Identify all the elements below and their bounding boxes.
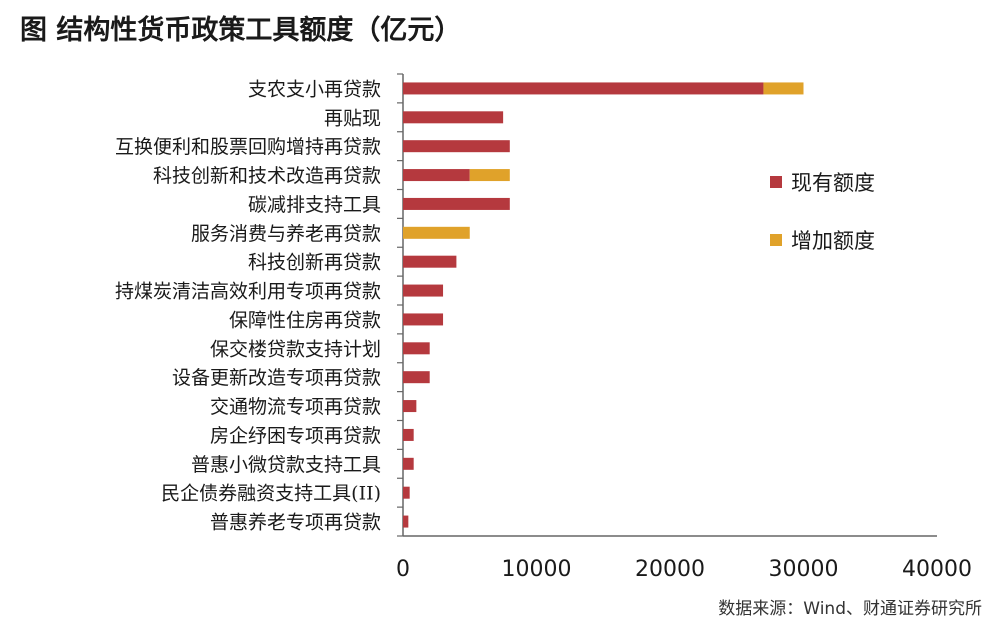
x-axis-tick-labels: 0 10000 20000 30000 40000	[396, 557, 972, 582]
category-label: 保交楼贷款支持计划	[210, 338, 381, 360]
bar-segment	[763, 82, 804, 95]
bar-segment	[403, 169, 470, 182]
x-tick-label: 30000	[769, 557, 839, 582]
category-label: 支农支小再贷款	[248, 78, 381, 100]
category-label: 交通物流专项再贷款	[210, 396, 381, 418]
category-label: 科技创新和技术改造再贷款	[153, 165, 381, 187]
bar-segment	[403, 371, 430, 384]
x-tick-label: 10000	[502, 557, 572, 582]
category-label: 互换便利和股票回购增持再贷款	[115, 136, 381, 158]
bar-segment	[403, 140, 510, 153]
bar-segment	[403, 284, 444, 297]
bar-segment	[403, 82, 764, 95]
legend-swatch	[770, 176, 782, 188]
page-title: 图 结构性货币政策工具额度（亿元）	[20, 15, 462, 46]
bar-segment	[403, 255, 457, 268]
bar-segment	[403, 342, 430, 355]
x-tick-label: 20000	[635, 557, 705, 582]
bar-segment	[403, 486, 410, 499]
bar-segment	[403, 111, 504, 124]
bar-segment	[403, 226, 470, 239]
bar-segment	[403, 428, 414, 441]
legend-label: 现有额度	[791, 171, 875, 195]
bar-segment	[403, 197, 510, 210]
source-note: 数据来源：Wind、财通证券研究所	[718, 599, 982, 619]
bars	[403, 82, 804, 528]
category-label: 房企纾困专项再贷款	[210, 425, 381, 447]
legend-swatch	[770, 234, 782, 246]
category-label: 保障性住房再贷款	[229, 309, 381, 331]
category-label: 民企债券融资支持工具(II)	[161, 483, 381, 505]
bar-segment	[403, 457, 414, 470]
bar-segment	[403, 400, 417, 413]
category-label: 持煤炭清洁高效利用专项再贷款	[115, 281, 381, 303]
category-labels: 支农支小再贷款再贴现互换便利和股票回购增持再贷款科技创新和技术改造再贷款碳减排支…	[115, 78, 381, 533]
x-tick-label: 0	[396, 557, 410, 582]
y-axis-ticks	[397, 73, 403, 537]
category-label: 碳减排支持工具	[248, 194, 381, 216]
category-label: 设备更新改造专项再贷款	[172, 367, 381, 389]
x-tick-label: 40000	[902, 557, 972, 582]
legend-label: 增加额度	[791, 229, 875, 253]
category-label: 服务消费与养老再贷款	[191, 223, 381, 245]
bar-segment	[469, 169, 510, 182]
category-label: 普惠养老专项再贷款	[210, 512, 381, 534]
bar-segment	[403, 313, 444, 326]
category-label: 科技创新再贷款	[248, 252, 381, 274]
category-label: 再贴现	[324, 107, 381, 129]
bar-segment	[403, 515, 409, 528]
category-label: 普惠小微贷款支持工具	[191, 454, 381, 476]
